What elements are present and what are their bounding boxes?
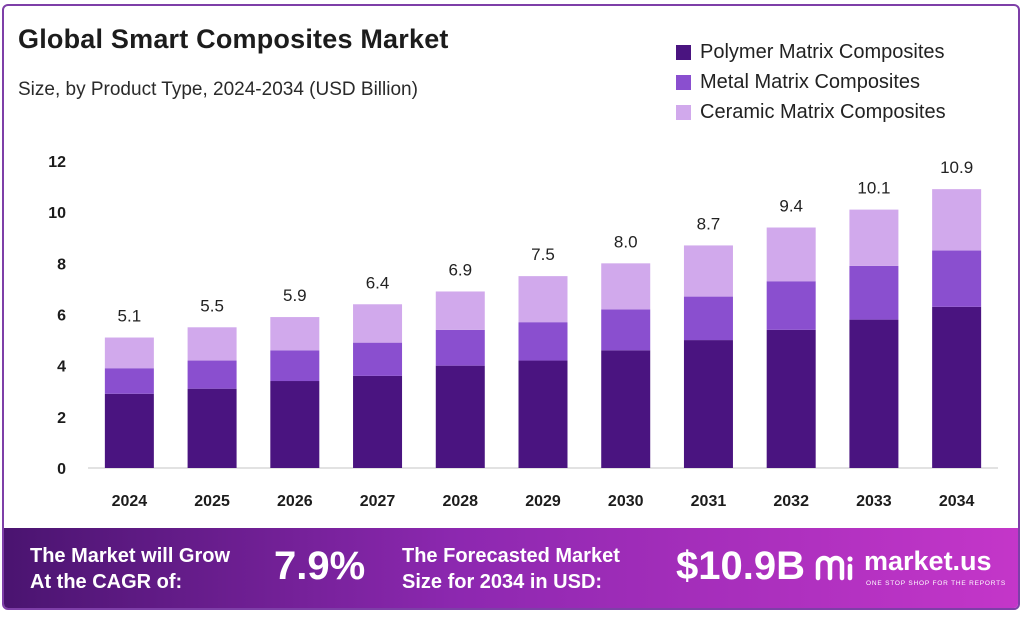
forecast-caption-line1: The Forecasted Market — [402, 545, 620, 567]
bar-2024-polymer — [104, 393, 154, 468]
bar-2028-ceramic — [435, 291, 485, 330]
bar-2032-ceramic — [766, 227, 816, 282]
bar-total-label-2028: 6.9 — [448, 260, 472, 279]
cagr-caption-line2: At the CAGR of: — [30, 571, 183, 593]
forecast-caption: The Forecasted Market Size for 2034 in U… — [402, 543, 620, 595]
bar-2026-metal — [270, 350, 320, 382]
legend-item-metal: Metal Matrix Composites — [676, 68, 946, 98]
bar-2033-metal — [849, 265, 899, 320]
bar-2028-metal — [435, 329, 485, 366]
x-tick-label-2030: 2030 — [608, 493, 644, 510]
x-tick-label-2029: 2029 — [525, 493, 561, 510]
y-tick-label-10: 10 — [48, 205, 66, 222]
bar-series-group: 5.1 5.5 5.9 6.4 6.9 7.5 8.0 8.7 9.4 10.1 10.9 — [104, 158, 982, 468]
bar-2025-metal — [187, 360, 237, 389]
y-tick-label-12: 12 — [48, 154, 66, 171]
x-tick-label-2033: 2033 — [856, 493, 892, 510]
legend-item-ceramic: Ceramic Matrix Composites — [676, 98, 946, 128]
bar-2027-metal — [353, 342, 403, 376]
y-tick-label-2: 2 — [57, 410, 66, 427]
x-tick-label-2032: 2032 — [773, 493, 809, 510]
bar-total-label-2026: 5.9 — [283, 286, 307, 305]
bar-2030-ceramic — [601, 263, 651, 310]
bar-2024-ceramic — [104, 337, 154, 369]
y-tick-label-0: 0 — [57, 461, 66, 478]
bar-2024-metal — [104, 368, 154, 394]
market-us-logo-icon — [815, 555, 853, 581]
bar-total-label-2029: 7.5 — [531, 245, 555, 264]
stacked-bar-chart: 0 2 4 6 8 10 12 5.1 5.5 5.9 6.4 6.9 7.5 8.0 8.7 9.4 10.… — [48, 154, 998, 510]
bar-2032-metal — [766, 281, 816, 330]
chart-subtitle: Size, by Product Type, 2024-2034 (USD Bi… — [18, 79, 418, 100]
bar-total-label-2033: 10.1 — [857, 179, 890, 198]
x-tick-label-2026: 2026 — [277, 493, 313, 510]
x-axis: 2024 2025 2026 2027 2028 2029 2030 2031 2032 2033… — [112, 493, 975, 510]
legend-swatch-ceramic — [676, 105, 691, 120]
bar-2032-polymer — [766, 329, 816, 468]
infographic-frame: Global Smart Composites Market Size, by … — [2, 4, 1020, 610]
cagr-caption: The Market will Grow At the CAGR of: — [30, 543, 230, 595]
forecast-caption-line2: Size for 2034 in USD: — [402, 571, 603, 593]
bar-total-label-2032: 9.4 — [779, 197, 803, 216]
bar-2030-polymer — [601, 350, 651, 468]
bar-2031-metal — [683, 296, 733, 341]
legend: Polymer Matrix Composites Metal Matrix C… — [676, 38, 946, 128]
bar-2034-ceramic — [932, 189, 982, 251]
y-tick-label-6: 6 — [57, 308, 66, 325]
x-tick-label-2028: 2028 — [442, 493, 478, 510]
brand-name: market.us — [864, 546, 992, 576]
forecast-value: $10.9B — [676, 544, 805, 588]
bar-2029-ceramic — [518, 276, 568, 323]
x-tick-label-2031: 2031 — [691, 493, 727, 510]
bar-2025-ceramic — [187, 327, 237, 361]
legend-label-polymer: Polymer Matrix Composites — [700, 41, 945, 63]
legend-swatch-polymer — [676, 45, 691, 60]
legend-item-polymer: Polymer Matrix Composites — [676, 38, 946, 68]
bar-total-label-2024: 5.1 — [118, 307, 142, 326]
bar-2033-ceramic — [849, 209, 899, 266]
cagr-caption-line1: The Market will Grow — [30, 545, 231, 567]
bar-2026-polymer — [270, 381, 320, 468]
bar-total-label-2025: 5.5 — [200, 296, 224, 315]
bar-2027-ceramic — [353, 304, 403, 343]
bar-2031-ceramic — [683, 245, 733, 297]
legend-label-metal: Metal Matrix Composites — [700, 71, 921, 93]
bar-total-label-2034: 10.9 — [940, 158, 973, 177]
bar-2025-polymer — [187, 388, 237, 468]
cagr-value: 7.9% — [274, 544, 366, 588]
x-tick-label-2024: 2024 — [112, 493, 148, 510]
y-tick-label-8: 8 — [57, 256, 66, 273]
x-tick-label-2025: 2025 — [194, 493, 230, 510]
brand-tagline: ONE STOP SHOP FOR THE REPORTS — [866, 580, 1006, 587]
summary-banner: The Market will Grow At the CAGR of: 7.9… — [4, 528, 1018, 608]
x-tick-label-2027: 2027 — [360, 493, 396, 510]
x-tick-label-2034: 2034 — [939, 493, 975, 510]
bar-2030-metal — [601, 309, 651, 351]
bar-2031-polymer — [683, 340, 733, 468]
bar-total-label-2027: 6.4 — [366, 273, 390, 292]
bar-total-label-2031: 8.7 — [697, 214, 721, 233]
y-tick-label-4: 4 — [57, 359, 66, 376]
chart-title: Global Smart Composites Market — [18, 24, 449, 54]
bar-2027-polymer — [353, 375, 403, 468]
bar-2026-ceramic — [270, 317, 320, 351]
bar-2033-polymer — [849, 319, 899, 468]
bar-2028-polymer — [435, 365, 485, 468]
bar-2029-metal — [518, 322, 568, 361]
legend-label-ceramic: Ceramic Matrix Composites — [700, 101, 946, 123]
legend-swatch-metal — [676, 75, 691, 90]
bar-2029-polymer — [518, 360, 568, 468]
bar-2034-metal — [932, 250, 982, 307]
bar-total-label-2030: 8.0 — [614, 232, 638, 251]
bar-2034-polymer — [932, 306, 982, 468]
